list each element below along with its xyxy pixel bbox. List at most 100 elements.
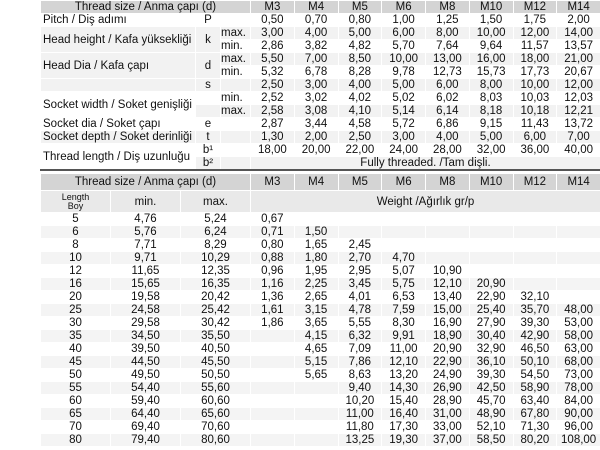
weight-row: 35 34,50 35,50 4,15 6,32 9,91 18,90 30,40 42,90 5… [40,329,600,343]
weight [512,238,558,252]
weight: 4,65 [293,342,339,356]
weight-row: 16 15,65 16,35 1,16 2,25 3,45 5,75 12,10 20,90 [40,277,600,291]
spec-table: Thread size / Anma çapı (d) M3 M4 M5 M6 M8 M10… [40,0,600,171]
weight: 3,65 [293,316,339,330]
weight: 35,70 [512,303,558,317]
spec-row: Socket dia / Soket çapı e 2,87 3,44 4,58 5,72… [40,117,600,131]
max: 55,60 [180,381,251,395]
value-cell: 11,43 [512,117,558,131]
weight-row: 65 64,40 65,60 11,00 16,40 31,00 48,90 67,80 90,… [40,407,600,421]
weight [381,212,426,226]
symbol [195,104,221,118]
weight: 80,20 [512,433,558,447]
weight: 13,20 [381,368,426,382]
weight: 1,95 [293,264,339,278]
spec-row: s 2,50 3,00 4,00 5,00 6,00 8,00 10,00 12,00 [40,78,600,92]
value-cell: 2,87 [250,117,295,131]
value-cell: 6,02 [425,91,470,105]
weight [250,381,295,395]
weight: 6,53 [381,290,426,304]
weight: 48,00 [556,303,600,317]
weight: 50,10 [512,355,558,369]
weight: 58,90 [512,381,558,395]
symbol: b¹ [195,143,221,157]
weight [556,238,600,252]
weight [293,394,339,408]
value-cell: 14,00 [556,26,600,40]
weight: 30,40 [468,329,514,343]
value-cell: 1,25 [425,13,470,27]
value-cell: 12,00 [556,78,600,92]
min: 11,65 [110,264,181,278]
value-cell: 9,64 [468,39,514,53]
weight: 15,40 [381,394,426,408]
spec-row: b² Fully threaded. /Tam dişli. [41,156,600,171]
value-cell: 1,00 [381,13,426,27]
value-cell: 2,00 [293,130,339,144]
weight: 7,86 [337,355,383,369]
weight: 2,25 [293,277,339,291]
weight: 0,67 [250,212,295,226]
weight: 63,00 [556,342,600,356]
weight-row: 80 79,40 80,60 13,25 19,30 37,00 58,50 80,20 108… [40,433,600,447]
value-cell: 9,78 [381,65,426,79]
weight: 33,00 [425,420,470,434]
weight: 42,90 [512,329,558,343]
spec-row: Thread length / Diş uzunluğu b¹ 18,00 20,00… [40,143,600,171]
weight: 32,90 [468,342,514,356]
limit: min. [220,91,251,105]
max: 50,50 [180,368,251,382]
length: 45 [40,355,111,369]
min: 9,71 [110,251,181,265]
weight: 5,65 [293,368,339,382]
length: 50 [40,368,111,382]
value-cell: 10,00 [468,26,514,40]
length-label-tr: Boy [67,200,84,211]
symbol: s [195,78,221,92]
weight [381,238,426,252]
weight [381,225,426,239]
max: 12,35 [180,264,251,278]
note: Fully threaded. /Tam dişli. [250,156,600,171]
min: 19,58 [110,290,181,304]
value-cell: 8,00 [468,78,514,92]
weight: 15,00 [425,303,470,317]
weight: 11,00 [337,407,383,421]
weight [250,342,295,356]
weight: 39,30 [512,316,558,330]
weight: 108,00 [556,433,600,447]
length: 16 [40,277,111,291]
weight [250,433,295,447]
length-label: Length [61,191,90,202]
length: 35 [40,329,111,343]
weight: 10,90 [425,264,470,278]
weight: 12,10 [381,355,426,369]
weight: 54,50 [512,368,558,382]
value-cell: 2,50 [250,78,295,92]
row-label: Head Dia / Kafa çapı [40,52,196,79]
value-cell: 40,00 [556,143,600,157]
spec-row: Socket width / Soket genişliği min. 2,52 3,… [40,91,600,118]
header-row: Thread size / Anma çapı (d) M3 M4 M5 M6 M8 M10… [40,0,600,14]
row-label [40,78,196,92]
weight-row: 10 9,71 10,29 0,88 1,80 2,70 4,70 [40,251,600,265]
weight-row: 55 54,40 55,60 9,40 14,30 26,90 42,50 58,90 78,0… [40,381,600,395]
weight [425,238,470,252]
length: 30 [40,316,111,330]
min: 54,40 [110,381,181,395]
value-cell: 8,28 [337,65,383,79]
symbol: P [195,13,221,27]
header-label: Thread size / Anma çapı (d) [40,173,251,191]
max: 20,42 [180,290,251,304]
value-cell: 3,44 [293,117,339,131]
size-header: M6 [381,173,426,191]
value-cell: 0,80 [337,13,383,27]
max: 30,42 [180,316,251,330]
weight-row: 5 4,76 5,24 0,67 [40,212,600,226]
size-header: M4 [293,173,339,191]
row-label: Socket width / Soket genişliği [40,91,196,118]
max: 6,24 [180,225,251,239]
weight-row: 50 49,50 50,50 5,65 8,63 13,20 24,90 39,30 54,50… [40,368,600,382]
value-cell: 2,52 [250,91,295,105]
